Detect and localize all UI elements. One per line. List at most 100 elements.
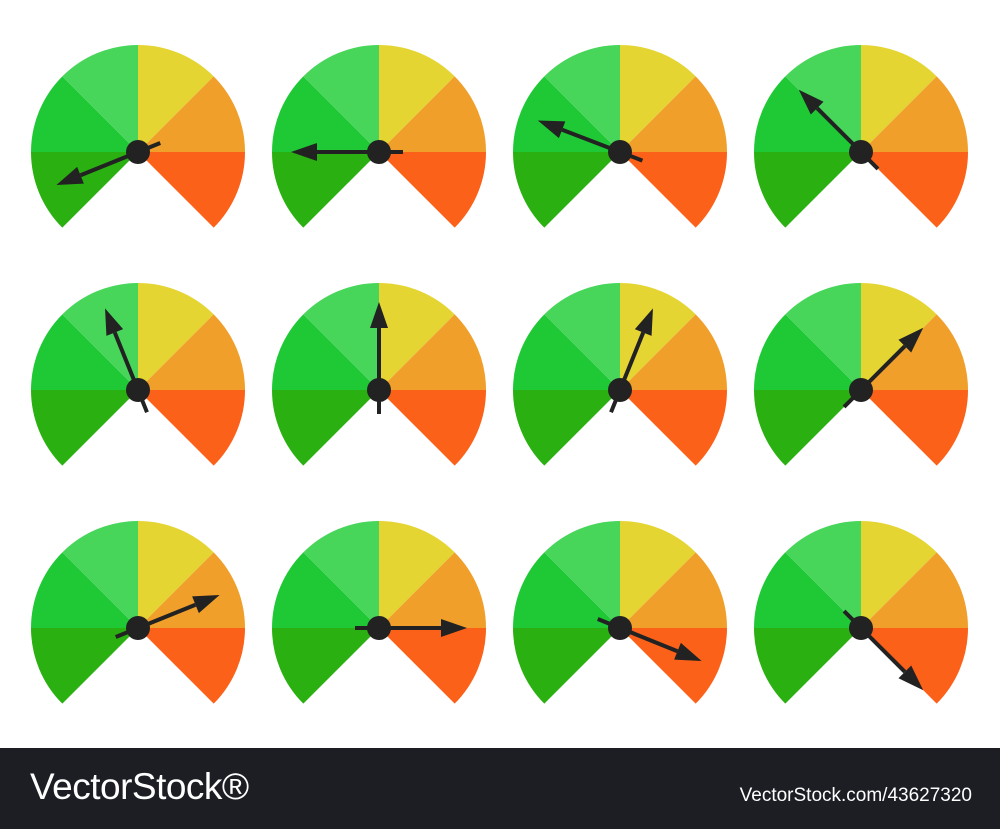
gauge-segment [379, 76, 486, 152]
gauge-segment [861, 390, 968, 466]
gauge-segment [272, 152, 379, 228]
needle-hub [367, 140, 391, 164]
gauge-segment [138, 283, 214, 390]
gauge-segment [620, 314, 727, 390]
gauge-segment [754, 628, 861, 704]
gauge-segment [62, 283, 139, 390]
needle-hub [849, 378, 873, 402]
gauge-segment [272, 390, 379, 466]
gauge-segment [754, 314, 861, 390]
watermark-bar: VectorStock® VectorStock.com/43627320 [0, 748, 1000, 829]
gauge-segment [138, 314, 245, 390]
needle-head [674, 642, 702, 661]
needle-hub [367, 378, 391, 402]
needle-head [56, 166, 84, 185]
gauge-segment [785, 45, 861, 152]
gauge-segment [785, 521, 861, 628]
needle-hub [849, 140, 873, 164]
url: VectorStock.com/43627320 [739, 785, 972, 806]
gauge-segment [138, 521, 214, 628]
gauge-segment [620, 283, 696, 390]
gauge-segment [620, 521, 696, 628]
needle-hub [608, 616, 632, 640]
gauge [31, 521, 245, 704]
gauge-segment [31, 314, 138, 390]
gauge [754, 521, 968, 704]
gauge [272, 283, 486, 466]
needle-hub [126, 616, 150, 640]
gauge [754, 45, 968, 228]
needle-head [634, 308, 653, 336]
gauge-segment [513, 552, 620, 628]
gauge-segment [31, 390, 138, 466]
gauge-segment [303, 521, 379, 628]
gauge-segment [861, 152, 968, 228]
gauge-segment [754, 390, 861, 466]
gauge-segment [754, 552, 861, 628]
gauge-segment [379, 390, 486, 466]
gauge-segment [379, 552, 486, 628]
gauge-segment [379, 521, 455, 628]
gauge [272, 45, 486, 228]
gauge-segment [138, 390, 245, 466]
gauge-segment [272, 552, 379, 628]
needle-head [537, 120, 566, 139]
gauge [754, 283, 968, 466]
gauge-segment [138, 45, 214, 152]
gauge [513, 283, 727, 466]
needle-hub [608, 140, 632, 164]
gauge-segment [861, 628, 968, 704]
gauge-segment [861, 314, 968, 390]
needle-head [370, 302, 388, 328]
gauge-segment [620, 552, 727, 628]
gauge-segment [513, 152, 620, 228]
gauge-segment [272, 76, 379, 152]
gauge-segment [31, 552, 138, 628]
gauge-segment [303, 45, 379, 152]
gauge-segment [861, 76, 968, 152]
gauge-segment [379, 314, 486, 390]
gauge-segment [620, 628, 727, 704]
needle-head [105, 308, 124, 336]
gauge-segment [138, 628, 245, 704]
gauge-segment [138, 76, 245, 152]
needle-hub [608, 378, 632, 402]
needle-hub [126, 140, 150, 164]
needle-hub [126, 378, 150, 402]
gauge-segment [513, 314, 620, 390]
gauge [272, 521, 486, 704]
gauge [31, 283, 245, 466]
gauge-segment [861, 521, 937, 628]
brand: VectorStock® [30, 766, 249, 807]
gauge-segment [785, 283, 861, 390]
gauge-segment [379, 628, 486, 704]
gauge [513, 521, 727, 704]
gauge-segment [620, 76, 727, 152]
gauge-segment [861, 283, 937, 390]
needle-hub [367, 616, 391, 640]
needle-head [898, 327, 924, 353]
gauge-segment [379, 152, 486, 228]
gauge-segment [31, 76, 138, 152]
gauge-segment [754, 152, 861, 228]
needle-head [291, 143, 317, 161]
gauge-segment [303, 283, 379, 390]
gauge-segment [272, 628, 379, 704]
gauge-segment [620, 152, 727, 228]
gauge-segment [31, 152, 138, 228]
gauge-segment [544, 521, 620, 628]
gauge-segment [754, 76, 861, 152]
gauge-segment [62, 45, 139, 152]
needle-head [798, 89, 824, 115]
gauge-segment [544, 283, 620, 390]
gauge-segment [379, 283, 455, 390]
gauge-segment [620, 45, 696, 152]
needle-head [192, 595, 220, 614]
gauge-segment [513, 628, 620, 704]
gauge-segment [513, 390, 620, 466]
gauge-grid [31, 45, 968, 704]
gauge-segment [31, 628, 138, 704]
gauge-segment [513, 76, 620, 152]
needle-head [441, 619, 467, 637]
